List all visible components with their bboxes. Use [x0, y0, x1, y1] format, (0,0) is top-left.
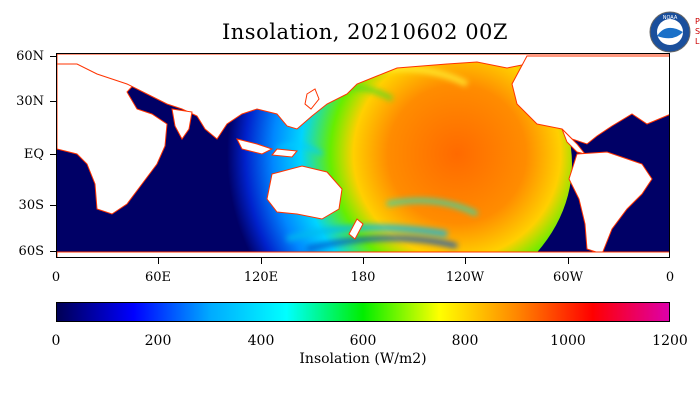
lon-tick [465, 258, 466, 264]
land-masses [57, 54, 669, 257]
logo-letter-s: S [695, 27, 700, 36]
lat-label-eq: EQ [23, 147, 44, 162]
lat-tick [50, 205, 56, 206]
lon-tick [158, 258, 159, 264]
lon-tick [261, 258, 262, 264]
colorbar-title: Insolation (W/m2) [299, 351, 427, 367]
lon-tick [363, 258, 364, 264]
lat-label-30s: 30S [18, 198, 44, 213]
lon-label-60e: 60E [144, 270, 172, 285]
lon-label-0: 0 [51, 270, 61, 285]
lon-label-0-end: 0 [665, 270, 675, 285]
colorbar [56, 302, 670, 322]
lon-label-120w: 120W [445, 270, 485, 285]
lon-label-180: 180 [350, 270, 376, 285]
lon-tick [568, 258, 569, 264]
noaa-logo-icon: NOAA P S L [648, 10, 700, 58]
svg-text:NOAA: NOAA [663, 15, 678, 21]
insolation-map [56, 53, 670, 258]
colorbar-tick-label: 600 [349, 333, 377, 349]
lat-label-60s: 60S [18, 244, 44, 259]
map-title: Insolation, 20210602 00Z [221, 20, 509, 44]
lat-tick [50, 154, 56, 155]
lat-tick [50, 101, 56, 102]
lat-label-30n: 30N [16, 94, 44, 109]
logo-letter-l: L [695, 37, 700, 46]
colorbar-tick-label: 400 [247, 333, 275, 349]
colorbar-tick-label: 0 [51, 333, 61, 349]
lat-label-60n: 60N [16, 49, 44, 64]
logo-letter-p: P [695, 17, 700, 26]
lat-tick [50, 56, 56, 57]
lat-tick [50, 251, 56, 252]
colorbar-tick-label: 200 [144, 333, 172, 349]
lon-label-120e: 120E [243, 270, 279, 285]
colorbar-tick-label: 1000 [550, 333, 586, 349]
lon-label-60w: 60W [553, 270, 583, 285]
colorbar-tick-label: 800 [451, 333, 479, 349]
colorbar-tick-label: 1200 [652, 333, 688, 349]
